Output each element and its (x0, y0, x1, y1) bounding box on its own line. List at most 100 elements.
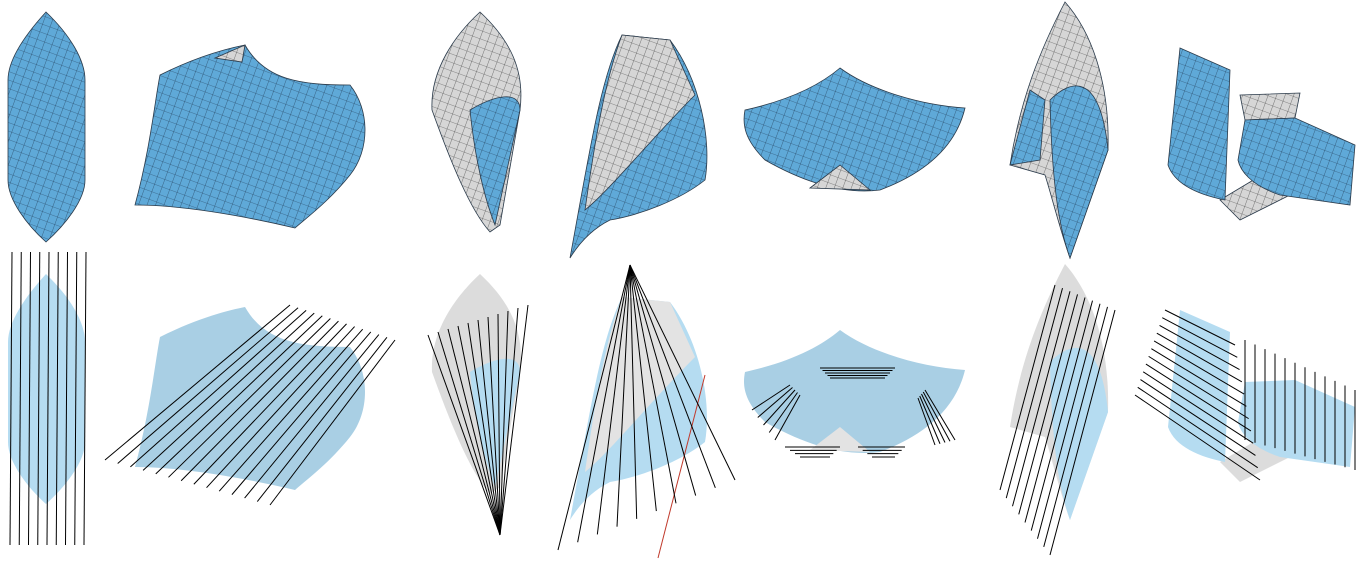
ruling-line (231, 331, 372, 495)
ruling-line (499, 304, 529, 536)
mesh-row (7, 1, 1356, 260)
ruling-line (768, 392, 798, 433)
surface-back (810, 427, 870, 452)
ruling-line (1148, 355, 1249, 420)
ruling-line (65, 251, 68, 546)
ruling-line (1018, 294, 1078, 515)
surface (1049, 85, 1109, 260)
ruling-line (499, 307, 519, 536)
ruling-line (577, 264, 631, 543)
ruling-line (1164, 309, 1236, 346)
ruling-line (629, 264, 716, 488)
surface (743, 67, 966, 192)
ruling-line (193, 323, 347, 485)
ruling-line (763, 389, 796, 426)
ruling-line (467, 322, 501, 536)
ruling-line (180, 320, 339, 482)
ruling-line (629, 264, 736, 481)
ruling-line (499, 310, 509, 536)
ruling-line (142, 312, 315, 471)
ruling-line (155, 315, 323, 475)
surface (134, 44, 366, 229)
ruling-line (1137, 386, 1259, 469)
ruling-line (1012, 291, 1071, 507)
surface (1238, 380, 1355, 467)
ruling-line (437, 331, 501, 536)
ruling-line (999, 284, 1056, 491)
ruling-line (616, 264, 631, 527)
ruling-line (751, 384, 791, 411)
ruling-line (1151, 348, 1247, 407)
ruling-line (218, 328, 364, 492)
ruling-line (46, 251, 50, 546)
ruling-line (596, 264, 631, 535)
ruling-line (1005, 287, 1063, 499)
surface-back (808, 164, 872, 191)
ruling-row (8, 264, 1355, 559)
surface (744, 330, 965, 453)
surface (135, 307, 365, 490)
surface (1009, 89, 1046, 166)
ruling-line (1162, 317, 1238, 358)
ruling-line (1142, 371, 1254, 444)
ruling-line (37, 251, 41, 546)
ruling-line (757, 387, 793, 418)
surface (1237, 117, 1356, 206)
ruling-line (447, 328, 501, 536)
ruling-line (1030, 300, 1093, 531)
surface-back (213, 44, 246, 63)
ruling-line (55, 251, 59, 546)
ruling-line (1156, 332, 1243, 383)
ruling-line (9, 251, 13, 546)
ruling-line (919, 395, 941, 444)
ruling-line (629, 264, 677, 504)
ruling-line (427, 334, 501, 536)
ruling-line (206, 326, 355, 489)
ruling-line (1024, 297, 1086, 523)
ruling-line (922, 391, 951, 442)
ruling-line (457, 325, 501, 536)
ruling-line (774, 394, 801, 441)
ruling-line (557, 264, 631, 551)
ruling-line (168, 318, 331, 478)
surface (1050, 347, 1108, 520)
surface (469, 96, 521, 227)
ruling-line (28, 251, 31, 546)
ruling-line (1037, 303, 1101, 539)
ruling-line (629, 264, 657, 512)
ruling-line (256, 336, 388, 502)
ruling-line (629, 264, 638, 519)
ruling-line (104, 304, 291, 461)
surface-back (584, 34, 696, 211)
ruling-line (924, 389, 956, 441)
ruling-line (117, 307, 299, 464)
ruling-line (497, 313, 501, 536)
ruling-line (477, 319, 501, 536)
surface-back (1239, 92, 1301, 121)
ruling-line (1049, 309, 1116, 556)
ruling-line (1140, 379, 1256, 456)
ruling-line (1145, 363, 1252, 432)
ruling-line (1159, 325, 1240, 370)
ruling-line (1134, 394, 1261, 481)
ruling-line (917, 397, 936, 446)
ruling-line (487, 316, 501, 536)
rulings (9, 251, 1356, 556)
surface (470, 358, 520, 487)
surface (1168, 310, 1230, 462)
ruling-line (629, 264, 697, 496)
ruling-line (269, 339, 396, 506)
ruling-line (130, 310, 307, 468)
surface (7, 11, 86, 243)
ruling-line (1043, 306, 1108, 548)
ruling-line (18, 251, 22, 546)
ruling-line (83, 251, 87, 546)
ruling-line (921, 393, 946, 443)
ruling-line (74, 251, 78, 546)
ruling-highlight (657, 374, 706, 559)
surface (1167, 47, 1231, 201)
ruling-line (244, 334, 380, 499)
ruling-line (1153, 340, 1245, 395)
